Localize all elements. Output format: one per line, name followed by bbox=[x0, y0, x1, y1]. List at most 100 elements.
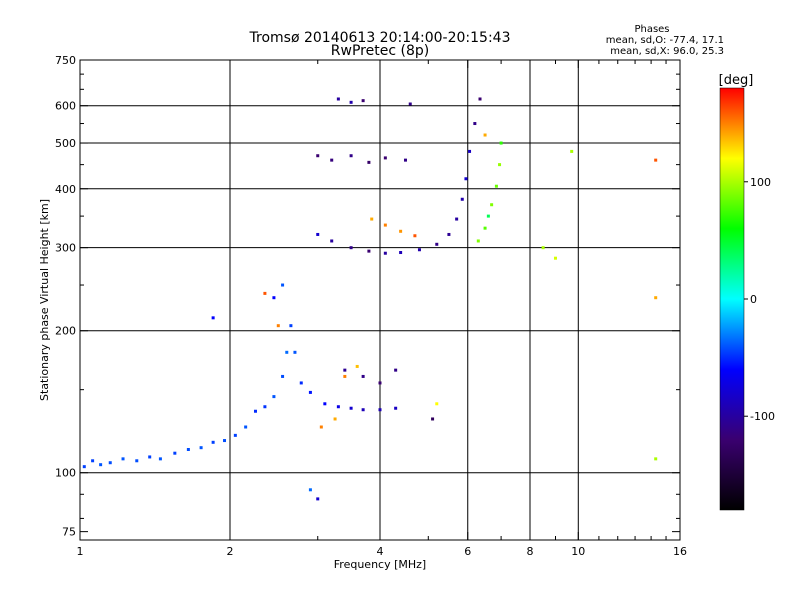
data-point bbox=[499, 141, 503, 145]
data-point bbox=[394, 406, 398, 410]
colorbar-label: [deg] bbox=[719, 73, 754, 88]
data-point bbox=[349, 154, 353, 158]
data-point bbox=[336, 405, 340, 409]
data-point bbox=[336, 97, 340, 101]
data-point bbox=[330, 239, 334, 243]
data-point bbox=[281, 283, 285, 287]
data-point bbox=[316, 232, 320, 236]
data-point bbox=[330, 158, 334, 162]
data-point bbox=[468, 149, 472, 153]
data-point bbox=[403, 158, 407, 162]
data-point bbox=[343, 368, 347, 372]
data-point bbox=[417, 248, 421, 252]
data-point bbox=[349, 246, 353, 250]
data-point bbox=[486, 214, 490, 218]
data-point bbox=[435, 242, 439, 246]
data-point bbox=[158, 457, 162, 461]
data-point bbox=[464, 177, 468, 181]
data-point bbox=[570, 149, 574, 153]
x-tick-label: 4 bbox=[377, 545, 384, 558]
data-point bbox=[223, 439, 227, 443]
data-point bbox=[413, 234, 417, 238]
data-point bbox=[316, 497, 320, 501]
data-point bbox=[349, 100, 353, 104]
data-point bbox=[293, 350, 297, 354]
data-point bbox=[211, 316, 215, 320]
data-point bbox=[490, 203, 494, 207]
colorbar-ticks: 100 0 -100 bbox=[744, 176, 775, 423]
data-point bbox=[108, 461, 112, 465]
data-point bbox=[253, 409, 257, 413]
data-point bbox=[343, 374, 347, 378]
data-points bbox=[82, 97, 658, 501]
data-point bbox=[498, 163, 502, 167]
grid-lines bbox=[80, 60, 680, 540]
data-point bbox=[82, 465, 86, 469]
data-point bbox=[289, 324, 293, 328]
y-tick-label: 600 bbox=[55, 100, 76, 113]
data-point bbox=[186, 447, 190, 451]
data-point bbox=[394, 368, 398, 372]
data-point bbox=[323, 402, 327, 406]
chart-subtitle: RwPretec (8p) bbox=[331, 43, 429, 59]
data-point bbox=[473, 122, 477, 126]
data-point bbox=[478, 97, 482, 101]
data-point bbox=[383, 156, 387, 160]
colorbar-tick-label: 100 bbox=[750, 176, 771, 189]
y-axis-label: Stationary phase Virtual Height [km] bbox=[38, 199, 51, 401]
data-point bbox=[541, 246, 545, 250]
data-point bbox=[654, 457, 658, 461]
data-point bbox=[316, 154, 320, 158]
data-point bbox=[399, 229, 403, 233]
data-point bbox=[361, 408, 365, 412]
y-tick-label: 400 bbox=[55, 183, 76, 196]
y-tick-label: 75 bbox=[62, 526, 76, 539]
data-point bbox=[483, 226, 487, 230]
y-tick-label: 300 bbox=[55, 242, 76, 255]
y-tick-labels: 75 100 200 300 400 500 600 750 bbox=[55, 54, 76, 539]
data-point bbox=[383, 223, 387, 227]
x-tick-label: 2 bbox=[227, 545, 234, 558]
data-point bbox=[361, 99, 365, 103]
colorbar bbox=[719, 87, 745, 511]
data-point bbox=[233, 433, 237, 437]
data-point bbox=[361, 374, 365, 378]
data-point bbox=[370, 217, 374, 221]
data-point bbox=[654, 158, 658, 162]
data-point bbox=[367, 160, 371, 164]
data-point bbox=[378, 381, 382, 385]
y-tick-label: 500 bbox=[55, 137, 76, 150]
data-point bbox=[263, 405, 267, 409]
data-point bbox=[285, 350, 289, 354]
data-point bbox=[244, 425, 248, 429]
data-point bbox=[148, 455, 152, 459]
data-point bbox=[355, 364, 359, 368]
x-tick-label: 1 bbox=[77, 545, 84, 558]
data-point bbox=[99, 463, 103, 467]
data-point bbox=[121, 457, 125, 461]
chart-title: Tromsø 20140613 20:14:00-20:15:43 bbox=[249, 30, 511, 46]
data-point bbox=[173, 451, 177, 455]
data-point bbox=[91, 459, 95, 463]
data-point bbox=[272, 296, 276, 300]
data-point bbox=[383, 251, 387, 255]
data-point bbox=[460, 197, 464, 201]
data-point bbox=[199, 446, 203, 450]
data-point bbox=[455, 217, 459, 221]
data-point bbox=[135, 459, 139, 463]
data-point bbox=[435, 402, 439, 406]
data-point bbox=[308, 488, 312, 492]
y-tick-label: 100 bbox=[55, 467, 76, 480]
x-tick-label: 16 bbox=[673, 545, 687, 558]
data-point bbox=[654, 296, 658, 300]
phases-heading: Phases bbox=[634, 24, 669, 35]
data-point bbox=[367, 249, 371, 253]
data-point bbox=[349, 406, 353, 410]
data-point bbox=[211, 440, 215, 444]
data-point bbox=[276, 324, 280, 328]
data-point bbox=[494, 184, 498, 188]
y-tick-label: 750 bbox=[55, 54, 76, 67]
x-tick-labels: 1 2 4 6 8 10 16 bbox=[77, 545, 688, 558]
data-point bbox=[319, 425, 323, 429]
data-point bbox=[408, 102, 412, 106]
